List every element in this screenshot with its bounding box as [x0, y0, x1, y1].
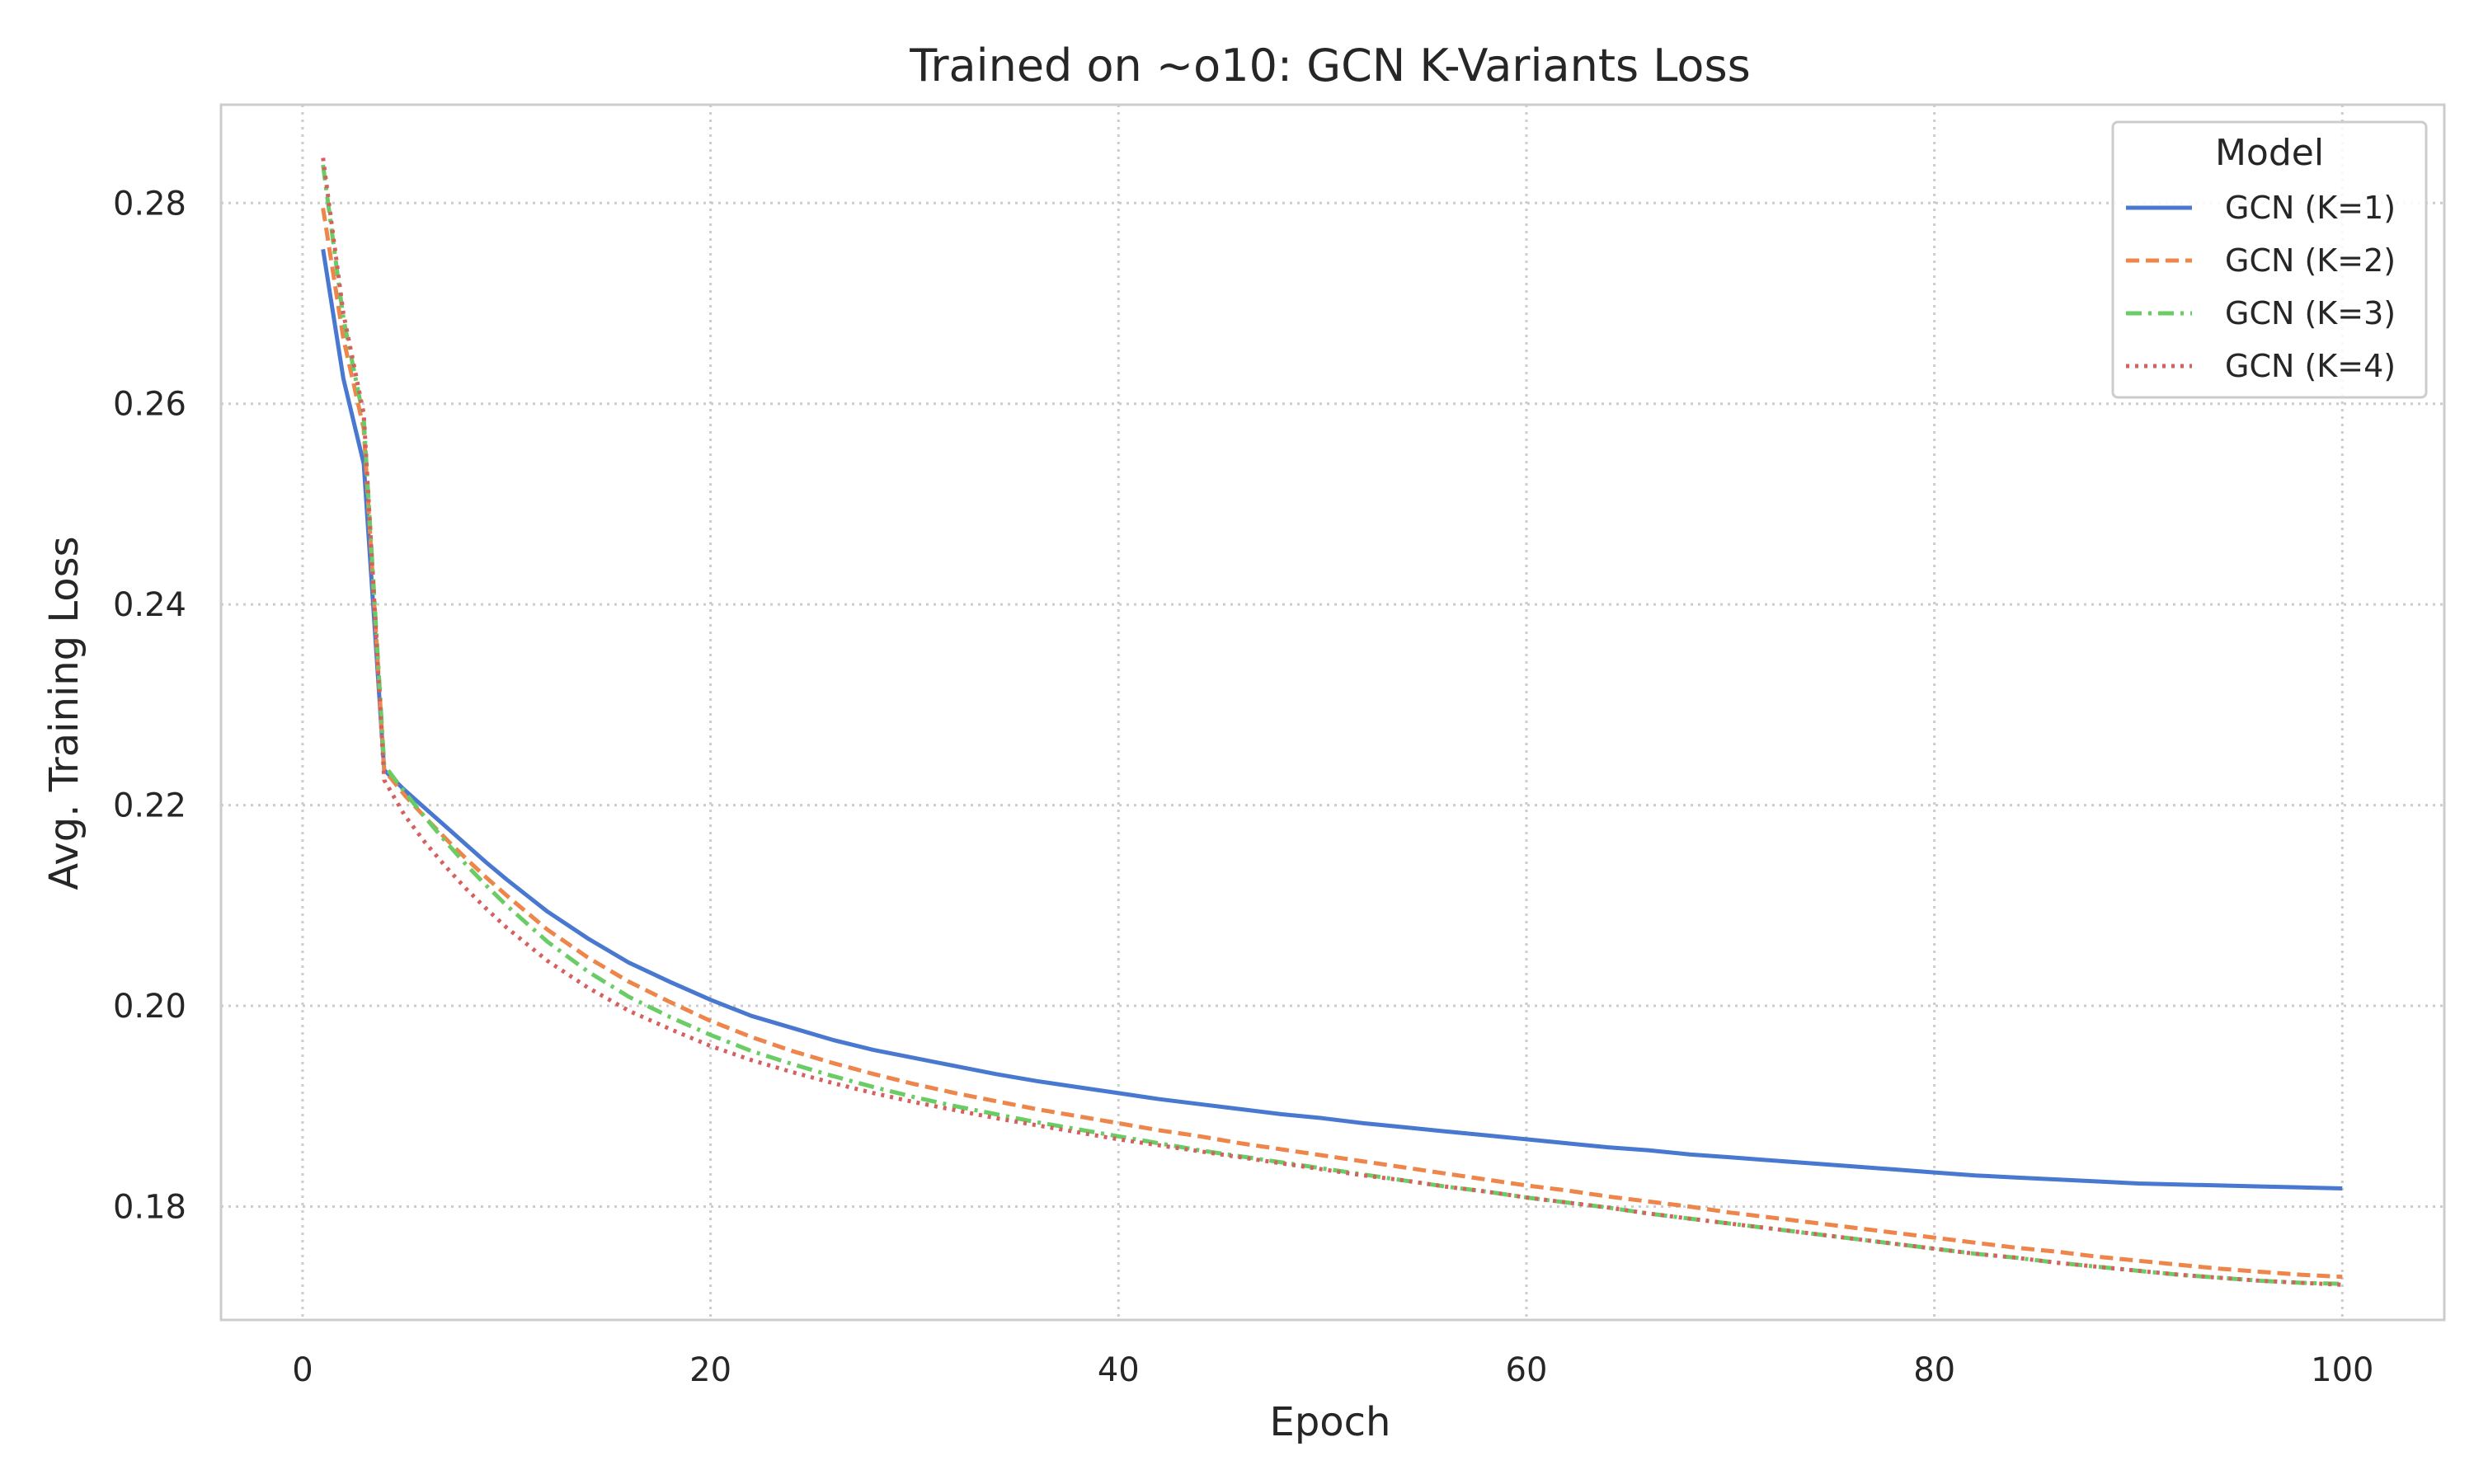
x-tick-label: 100 [2311, 1351, 2373, 1389]
legend: Model GCN (K=1)GCN (K=2)GCN (K=3)GCN (K=… [2111, 120, 2428, 399]
legend-items: GCN (K=1) GCN (K=2) GCN (K=3) GCN (K=4) [2126, 190, 2396, 384]
y-axis-ticks: 0.18 0.20 0.22 0.24 0.26 0.28 [113, 185, 186, 1226]
series-line [321, 248, 2343, 1190]
x-tick-label: 80 [1913, 1351, 1955, 1389]
y-tick-label: 0.26 [113, 386, 186, 424]
series-lines [321, 157, 2343, 1287]
x-tick-label: 40 [1098, 1351, 1140, 1389]
x-tick-label: 20 [689, 1351, 731, 1389]
chart-title: Trained on ~o10: GCN K-Variants Loss [909, 40, 1750, 92]
y-tick-label: 0.18 [113, 1188, 186, 1226]
y-tick-label: 0.22 [113, 787, 186, 825]
y-tick-label: 0.28 [113, 185, 186, 223]
legend-title: Model [2215, 132, 2324, 174]
legend-label: GCN (K=3) [2225, 295, 2396, 331]
series-line [321, 208, 2343, 1280]
y-axis-label: Avg. Training Loss [41, 536, 87, 890]
x-axis-ticks: 0 20 40 60 80 100 [292, 1351, 2373, 1389]
legend-label: GCN (K=2) [2225, 242, 2396, 279]
legend-label: GCN (K=1) [2225, 190, 2396, 226]
series-line [321, 157, 2343, 1287]
y-tick-label: 0.24 [113, 586, 186, 624]
plot-frame [219, 103, 2446, 1322]
x-tick-label: 0 [292, 1351, 313, 1389]
legend-label: GCN (K=4) [2225, 348, 2396, 384]
x-tick-label: 60 [1506, 1351, 1548, 1389]
y-tick-label: 0.20 [113, 988, 186, 1026]
x-axis-label: Epoch [1270, 1399, 1391, 1445]
legend-box [2111, 120, 2428, 399]
